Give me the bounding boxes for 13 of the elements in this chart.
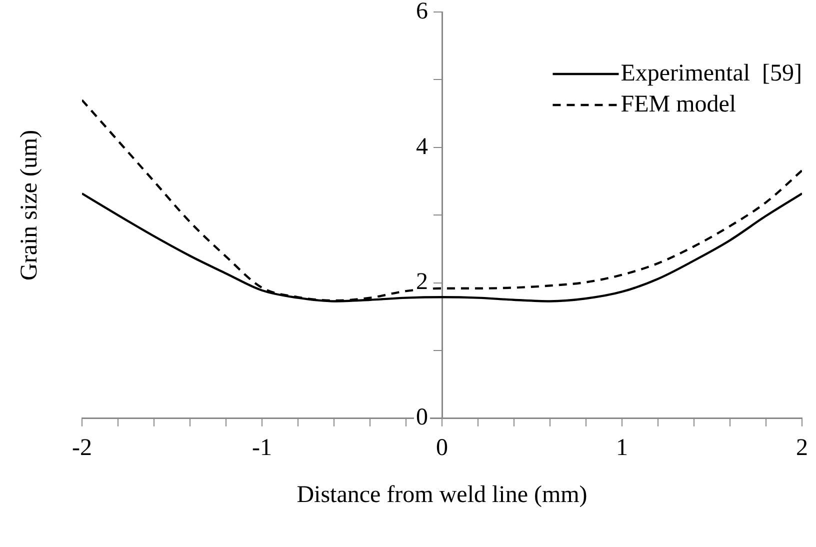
legend-label: Experimental [59] xyxy=(620,60,802,86)
x-axis-title: Distance from weld line (mm) xyxy=(296,482,588,508)
x-tick-label: 0 xyxy=(436,435,448,462)
y-tick-label: 4 xyxy=(416,134,428,160)
legend-label: FEM model xyxy=(620,91,736,118)
x-tick-label: 2 xyxy=(796,435,808,462)
x-tick-label: -1 xyxy=(252,435,272,462)
x-tick-label: -2 xyxy=(72,435,92,462)
x-tick-label: 1 xyxy=(616,435,628,462)
y-tick-label: 6 xyxy=(416,0,428,24)
y-tick-label: 0 xyxy=(416,404,428,431)
y-tick-label: 2 xyxy=(416,269,428,296)
y-axis-title: Grain size (um) xyxy=(16,130,42,281)
